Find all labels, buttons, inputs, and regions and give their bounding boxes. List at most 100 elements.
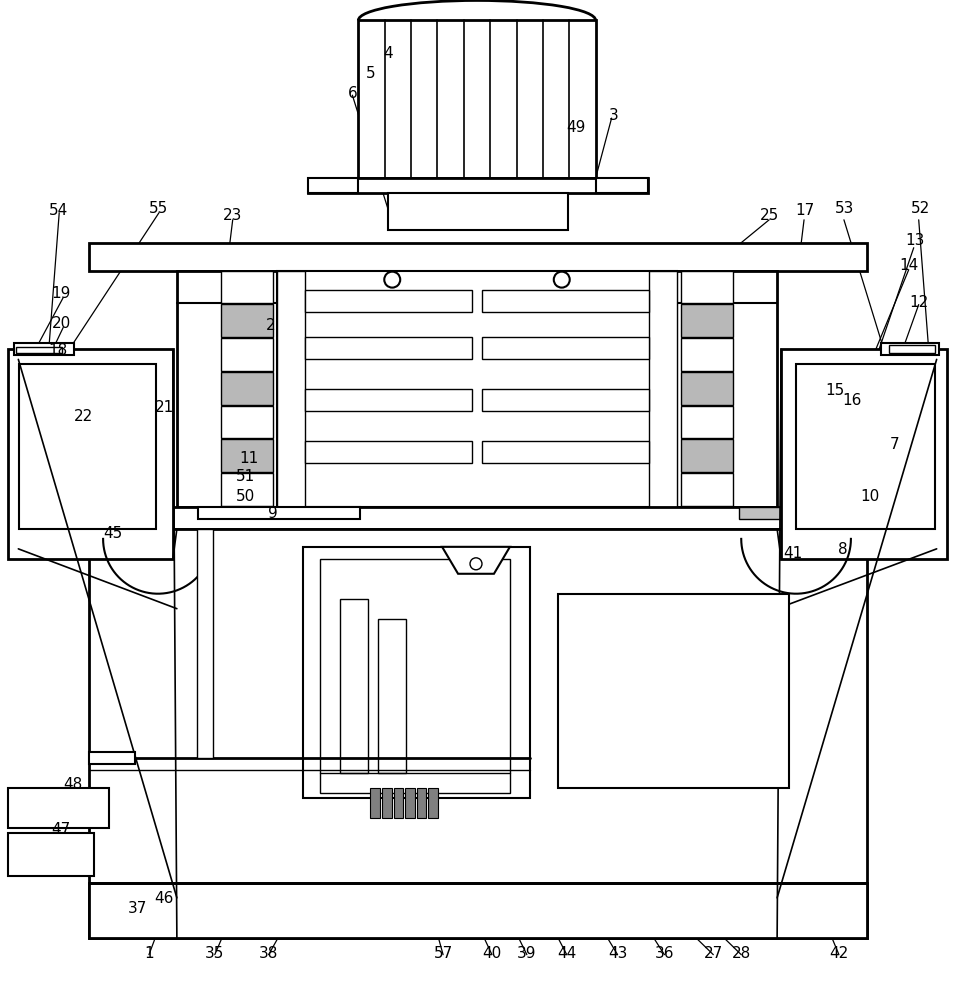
Text: 5: 5 [365,66,375,81]
Text: 10: 10 [860,488,879,503]
Bar [9,788,109,828]
Bar [197,508,360,520]
Bar [888,346,934,354]
Text: 51: 51 [235,468,255,483]
Text: 8: 8 [838,542,847,557]
Bar [378,619,406,773]
Bar [9,833,94,876]
Text: 14: 14 [898,257,918,273]
Text: 40: 40 [482,945,501,960]
Bar [220,474,273,507]
Bar [308,179,647,194]
Text: 39: 39 [517,945,536,960]
Text: 3: 3 [608,107,618,122]
Text: 4: 4 [383,46,393,61]
Bar [14,344,74,356]
Bar [680,373,733,406]
Bar [220,339,273,372]
Bar [481,290,649,312]
Text: 48: 48 [64,776,83,791]
Bar [220,305,273,338]
Text: 7: 7 [889,436,899,451]
Bar [394,788,403,818]
Text: 15: 15 [824,383,843,398]
Bar [89,883,866,937]
Text: 54: 54 [49,203,68,218]
Text: 2: 2 [266,318,275,333]
Bar [304,338,472,360]
Text: 16: 16 [841,393,861,408]
Text: 27: 27 [703,945,722,960]
Text: 52: 52 [910,201,929,216]
Text: 11: 11 [239,450,258,465]
Text: 22: 22 [73,409,92,423]
Bar [416,788,426,818]
Text: 9: 9 [268,506,277,521]
Text: 45: 45 [103,526,123,541]
Bar [89,508,866,530]
Bar [680,271,733,304]
Bar [320,560,509,793]
Polygon shape [441,548,509,575]
Text: 41: 41 [782,546,801,561]
Bar [481,390,649,412]
Text: 1: 1 [144,945,153,960]
Text: 25: 25 [759,208,778,223]
Bar [880,344,938,356]
Text: 35: 35 [205,945,224,960]
Text: 50: 50 [235,488,255,503]
Bar [428,788,437,818]
Text: 36: 36 [654,945,674,960]
Bar [370,788,379,818]
Bar [595,179,647,194]
Bar [19,365,155,530]
Bar [781,350,945,560]
Bar [405,788,415,818]
Bar [304,441,472,463]
Text: 13: 13 [904,233,923,248]
Bar [176,271,777,508]
Text: 43: 43 [607,945,627,960]
Bar [220,271,273,304]
Bar [358,21,595,179]
Bar [16,348,62,354]
Text: 42: 42 [828,945,847,960]
Text: 28: 28 [731,945,750,960]
Bar [304,390,472,412]
Text: 20: 20 [51,316,71,331]
Bar [481,441,649,463]
Bar [340,599,368,773]
Bar [220,407,273,439]
Text: 53: 53 [835,201,854,216]
Text: 46: 46 [154,891,173,906]
Text: 37: 37 [128,901,148,915]
Bar [795,365,934,530]
Bar [89,752,135,764]
Text: 21: 21 [155,400,174,414]
Bar [381,788,391,818]
Bar [220,373,273,406]
Text: 6: 6 [347,85,356,100]
Bar [388,194,567,231]
Text: 17: 17 [795,203,814,218]
Bar [89,244,866,271]
Bar [680,474,733,507]
Bar [481,338,649,360]
Text: 19: 19 [51,286,71,301]
Bar [308,179,358,194]
Text: 23: 23 [223,208,242,223]
Bar [680,305,733,338]
Bar [89,530,866,937]
Bar [649,271,677,508]
Bar [739,508,866,520]
Bar [196,530,213,758]
Text: 49: 49 [565,119,585,134]
Text: 57: 57 [433,945,453,960]
Bar [302,548,529,798]
Bar [558,594,788,788]
Text: 47: 47 [51,821,71,836]
Text: 18: 18 [49,343,68,358]
Bar [680,339,733,372]
Text: 12: 12 [908,295,927,310]
Bar [9,350,172,560]
